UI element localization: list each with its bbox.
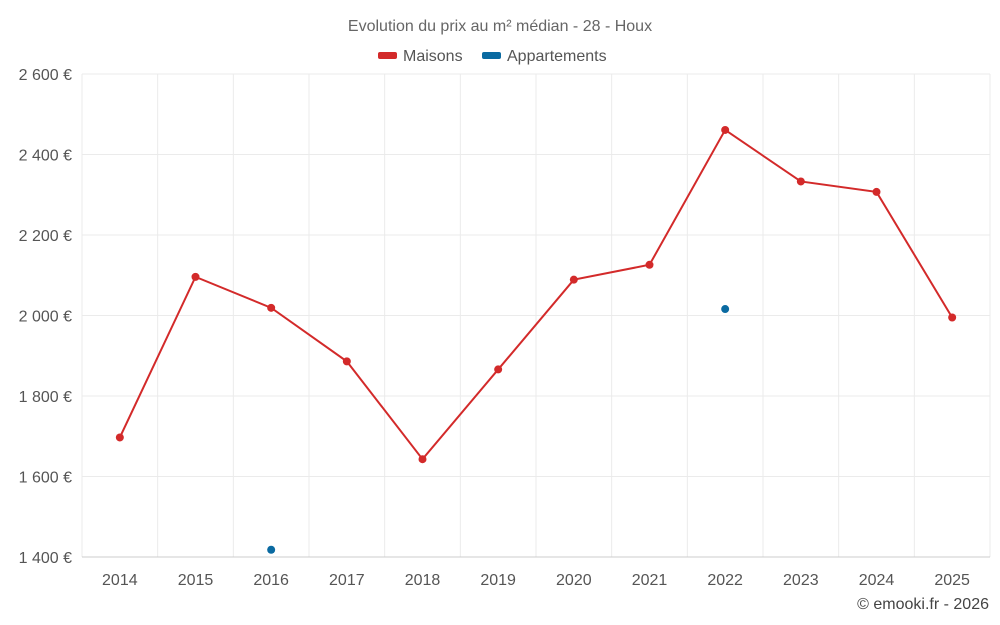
data-point-appartements-2022[interactable] xyxy=(721,305,730,314)
legend-item-appartements[interactable]: Appartements xyxy=(482,48,607,65)
x-tick-label: 2019 xyxy=(480,572,516,589)
y-tick-label: 1 400 € xyxy=(19,550,72,567)
data-point-maisons-2018[interactable] xyxy=(418,455,427,464)
data-point-maisons-2020[interactable] xyxy=(569,275,578,284)
credit-text: © emooki.fr - 2026 xyxy=(857,596,989,613)
x-tick-label: 2018 xyxy=(405,572,441,589)
x-tick-label: 2021 xyxy=(632,572,668,589)
data-point-maisons-2019[interactable] xyxy=(494,365,503,374)
y-tick-label: 1 600 € xyxy=(19,470,72,487)
chart-title: Evolution du prix au m² médian - 28 - Ho… xyxy=(348,18,652,35)
data-point-maisons-2014[interactable] xyxy=(115,433,124,442)
x-tick-label: 2025 xyxy=(934,572,970,589)
y-tick-label: 2 400 € xyxy=(19,148,72,165)
data-point-maisons-2024[interactable] xyxy=(872,187,881,196)
x-tick-label: 2024 xyxy=(859,572,895,589)
data-point-appartements-2016[interactable] xyxy=(267,545,276,554)
legend-label-appartements: Appartements xyxy=(507,48,607,65)
x-axis-ticks: 2014 2015 2016 2017 2018 2019 2020 2021 2022 2023… xyxy=(102,572,970,589)
data-point-maisons-2016[interactable] xyxy=(267,303,276,312)
legend-swatch-appartements xyxy=(482,52,501,59)
y-tick-label: 1 800 € xyxy=(19,389,72,406)
data-point-maisons-2017[interactable] xyxy=(342,357,351,366)
x-gridlines xyxy=(81,74,991,557)
y-tick-label: 2 200 € xyxy=(19,228,72,245)
series-line-maisons xyxy=(118,128,954,461)
x-tick-label: 2015 xyxy=(178,572,214,589)
data-point-maisons-2025[interactable] xyxy=(948,313,957,322)
x-tick-label: 2014 xyxy=(102,572,138,589)
x-tick-label: 2020 xyxy=(556,572,592,589)
y-axis-ticks: 1 400 € 1 600 € 1 800 € 2 000 € 2 200 € 2 400… xyxy=(19,67,72,567)
y-tick-label: 2 000 € xyxy=(19,309,72,326)
x-tick-label: 2022 xyxy=(707,572,743,589)
y-tick-label: 2 600 € xyxy=(19,67,72,84)
data-point-maisons-2021[interactable] xyxy=(645,260,654,269)
legend-swatch-maisons xyxy=(378,52,397,59)
x-tick-label: 2016 xyxy=(253,572,289,589)
data-point-maisons-2023[interactable] xyxy=(796,177,805,186)
legend-item-maisons[interactable]: Maisons xyxy=(378,48,463,65)
x-tick-label: 2023 xyxy=(783,572,819,589)
data-point-maisons-2015[interactable] xyxy=(191,272,200,281)
series-lines xyxy=(118,128,954,461)
legend-label-maisons: Maisons xyxy=(403,48,463,65)
series-points xyxy=(115,125,957,554)
data-point-maisons-2022[interactable] xyxy=(721,125,730,134)
x-tick-label: 2017 xyxy=(329,572,365,589)
legend: Maisons Appartements xyxy=(378,48,607,65)
